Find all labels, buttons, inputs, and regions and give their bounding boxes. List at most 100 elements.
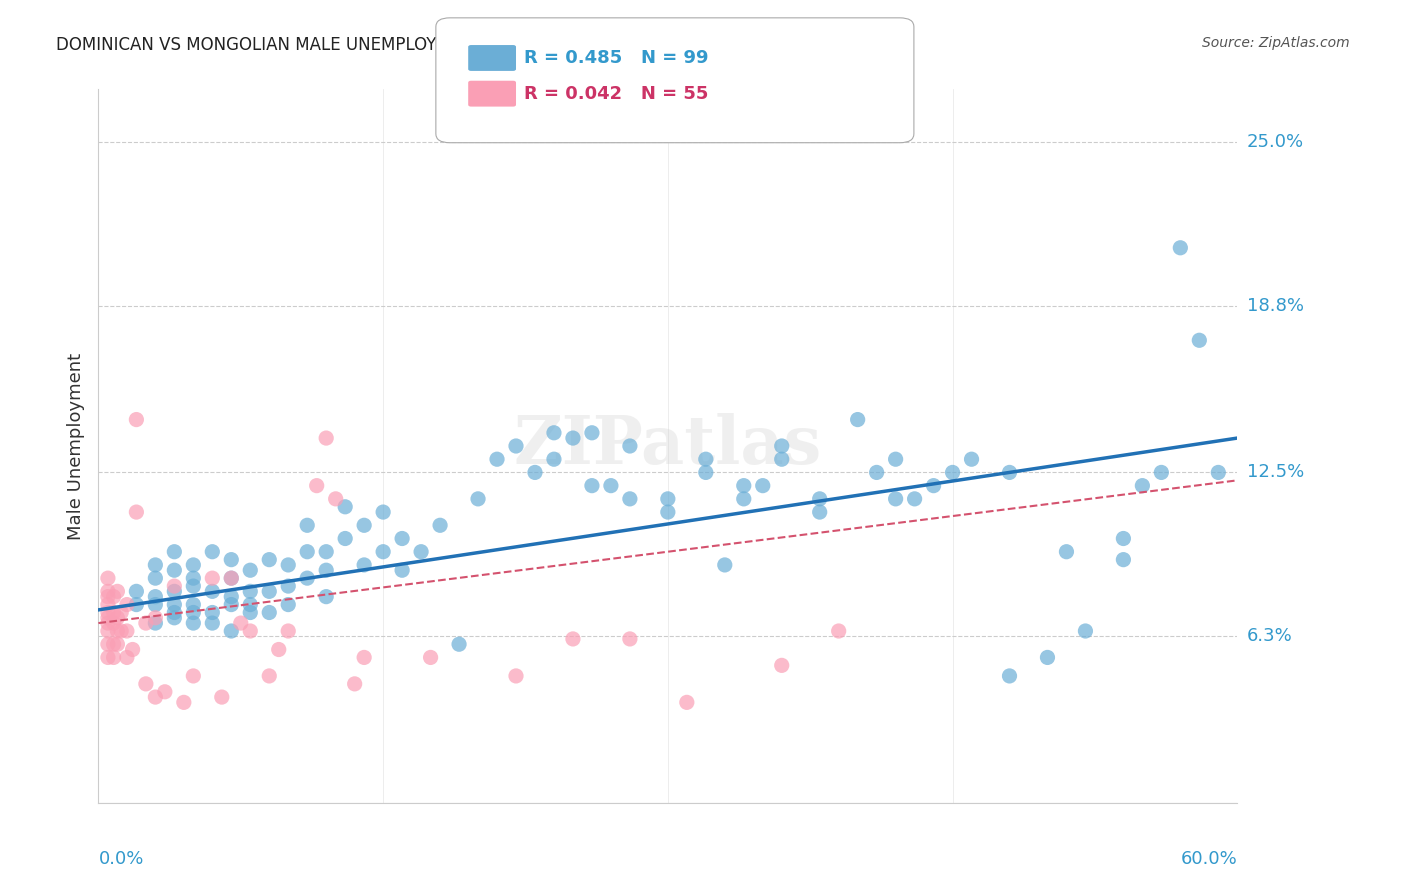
Dominicans bbox=[1188, 333, 1211, 347]
Text: 0.0%: 0.0% bbox=[98, 850, 143, 869]
Mongolians bbox=[115, 598, 138, 612]
Dominicans bbox=[808, 505, 831, 519]
Dominicans bbox=[221, 571, 243, 585]
Mongolians bbox=[97, 616, 120, 631]
Mongolians bbox=[277, 624, 299, 638]
Dominicans bbox=[163, 598, 186, 612]
Mongolians bbox=[325, 491, 347, 506]
Dominicans bbox=[239, 606, 262, 620]
Dominicans bbox=[145, 590, 167, 604]
Dominicans bbox=[922, 478, 945, 492]
Dominicans bbox=[183, 571, 205, 585]
Dominicans bbox=[581, 478, 603, 492]
Dominicans bbox=[239, 563, 262, 577]
Dominicans bbox=[221, 624, 243, 638]
Mongolians bbox=[103, 606, 125, 620]
Dominicans bbox=[371, 505, 394, 519]
Mongolians bbox=[103, 637, 125, 651]
Mongolians bbox=[97, 606, 120, 620]
Dominicans bbox=[353, 558, 375, 572]
Mongolians bbox=[115, 624, 138, 638]
Mongolians bbox=[315, 431, 337, 445]
Text: R = 0.042   N = 55: R = 0.042 N = 55 bbox=[524, 85, 709, 103]
Mongolians bbox=[201, 571, 224, 585]
Dominicans bbox=[183, 558, 205, 572]
Dominicans bbox=[163, 606, 186, 620]
Mongolians bbox=[103, 590, 125, 604]
Mongolians bbox=[163, 579, 186, 593]
Mongolians bbox=[135, 616, 157, 631]
Dominicans bbox=[277, 598, 299, 612]
Text: Source: ZipAtlas.com: Source: ZipAtlas.com bbox=[1202, 36, 1350, 50]
Dominicans bbox=[315, 545, 337, 559]
Dominicans bbox=[960, 452, 983, 467]
Dominicans bbox=[714, 558, 737, 572]
Dominicans bbox=[600, 478, 623, 492]
Dominicans bbox=[201, 545, 224, 559]
Dominicans bbox=[371, 545, 394, 559]
Mongolians bbox=[107, 624, 129, 638]
Dominicans bbox=[1112, 532, 1135, 546]
Dominicans bbox=[145, 571, 167, 585]
Mongolians bbox=[259, 669, 281, 683]
Dominicans bbox=[259, 552, 281, 566]
Mongolians bbox=[173, 695, 195, 709]
Dominicans bbox=[429, 518, 451, 533]
Mongolians bbox=[505, 669, 527, 683]
Text: 12.5%: 12.5% bbox=[1247, 464, 1303, 482]
Text: DOMINICAN VS MONGOLIAN MALE UNEMPLOYMENT CORRELATION CHART: DOMINICAN VS MONGOLIAN MALE UNEMPLOYMENT… bbox=[56, 36, 669, 54]
Mongolians bbox=[183, 669, 205, 683]
Dominicans bbox=[391, 563, 413, 577]
Mongolians bbox=[229, 616, 252, 631]
Dominicans bbox=[657, 491, 679, 506]
Dominicans bbox=[163, 611, 186, 625]
Dominicans bbox=[163, 545, 186, 559]
Dominicans bbox=[335, 532, 357, 546]
Mongolians bbox=[103, 650, 125, 665]
Mongolians bbox=[103, 616, 125, 631]
Dominicans bbox=[998, 466, 1021, 480]
Mongolians bbox=[676, 695, 699, 709]
Mongolians bbox=[121, 642, 143, 657]
Dominicans bbox=[1112, 552, 1135, 566]
Dominicans bbox=[884, 452, 907, 467]
Dominicans bbox=[1150, 466, 1173, 480]
Mongolians bbox=[305, 478, 328, 492]
Mongolians bbox=[562, 632, 585, 646]
Text: 18.8%: 18.8% bbox=[1247, 297, 1303, 315]
Mongolians bbox=[619, 632, 641, 646]
Mongolians bbox=[97, 584, 120, 599]
Mongolians bbox=[828, 624, 851, 638]
Dominicans bbox=[125, 598, 148, 612]
Dominicans bbox=[808, 491, 831, 506]
Text: R = 0.485   N = 99: R = 0.485 N = 99 bbox=[524, 49, 709, 67]
Dominicans bbox=[201, 606, 224, 620]
Dominicans bbox=[449, 637, 471, 651]
Mongolians bbox=[343, 677, 366, 691]
Mongolians bbox=[110, 606, 132, 620]
Dominicans bbox=[221, 598, 243, 612]
Dominicans bbox=[201, 616, 224, 631]
Mongolians bbox=[97, 624, 120, 638]
Dominicans bbox=[221, 590, 243, 604]
Dominicans bbox=[998, 669, 1021, 683]
Dominicans bbox=[297, 545, 319, 559]
Dominicans bbox=[733, 491, 755, 506]
Mongolians bbox=[135, 677, 157, 691]
Dominicans bbox=[770, 452, 793, 467]
Y-axis label: Male Unemployment: Male Unemployment bbox=[66, 352, 84, 540]
Dominicans bbox=[846, 412, 869, 426]
Dominicans bbox=[904, 491, 927, 506]
Mongolians bbox=[267, 642, 290, 657]
Dominicans bbox=[505, 439, 527, 453]
Mongolians bbox=[145, 611, 167, 625]
Dominicans bbox=[239, 584, 262, 599]
Dominicans bbox=[884, 491, 907, 506]
Dominicans bbox=[259, 606, 281, 620]
Mongolians bbox=[153, 685, 176, 699]
Dominicans bbox=[183, 598, 205, 612]
Dominicans bbox=[543, 425, 565, 440]
Mongolians bbox=[97, 571, 120, 585]
Dominicans bbox=[315, 563, 337, 577]
Dominicans bbox=[695, 466, 717, 480]
